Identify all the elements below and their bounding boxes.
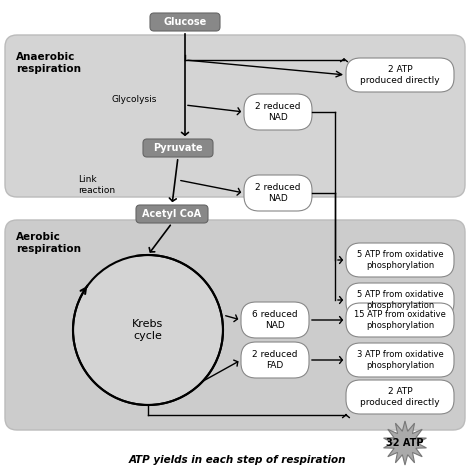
FancyBboxPatch shape [136,205,208,223]
Text: 2 ATP
produced directly: 2 ATP produced directly [360,65,440,85]
Text: 3 ATP from oxidative
phosphorylation: 3 ATP from oxidative phosphorylation [356,350,443,370]
FancyBboxPatch shape [346,58,454,92]
Text: Anaerobic
respiration: Anaerobic respiration [16,52,81,74]
Text: ATP yields in each step of respiration: ATP yields in each step of respiration [128,455,346,465]
Text: 2 reduced
NAD: 2 reduced NAD [255,102,301,121]
FancyBboxPatch shape [346,343,454,377]
FancyBboxPatch shape [346,380,454,414]
FancyBboxPatch shape [5,220,465,430]
Text: Glycolysis: Glycolysis [112,96,157,105]
FancyBboxPatch shape [5,35,465,197]
Text: 5 ATP from oxidative
phosphorylation: 5 ATP from oxidative phosphorylation [357,250,443,270]
FancyBboxPatch shape [346,243,454,277]
Circle shape [73,255,223,405]
Text: 15 ATP from oxidative
phosphorylation: 15 ATP from oxidative phosphorylation [354,310,446,330]
FancyBboxPatch shape [346,283,454,317]
Polygon shape [383,421,427,465]
FancyBboxPatch shape [241,342,309,378]
FancyBboxPatch shape [346,303,454,337]
FancyBboxPatch shape [150,13,220,31]
Text: Acetyl CoA: Acetyl CoA [143,209,201,219]
Text: 2 ATP
produced directly: 2 ATP produced directly [360,387,440,407]
Text: Pyruvate: Pyruvate [153,143,203,153]
Text: 2 reduced
NAD: 2 reduced NAD [255,183,301,203]
Text: 5 ATP from oxidative
phosphorylation: 5 ATP from oxidative phosphorylation [357,290,443,310]
FancyBboxPatch shape [143,139,213,157]
Text: Aerobic
respiration: Aerobic respiration [16,232,81,254]
FancyBboxPatch shape [244,94,312,130]
FancyBboxPatch shape [244,175,312,211]
Text: 6 reduced
NAD: 6 reduced NAD [252,310,298,330]
Text: Krebs
cycle: Krebs cycle [132,319,164,341]
Text: 2 reduced
FAD: 2 reduced FAD [252,350,298,370]
Text: Glucose: Glucose [164,17,207,27]
Text: 32 ATP: 32 ATP [386,438,424,448]
Text: Link
reaction: Link reaction [78,175,115,195]
FancyBboxPatch shape [241,302,309,338]
